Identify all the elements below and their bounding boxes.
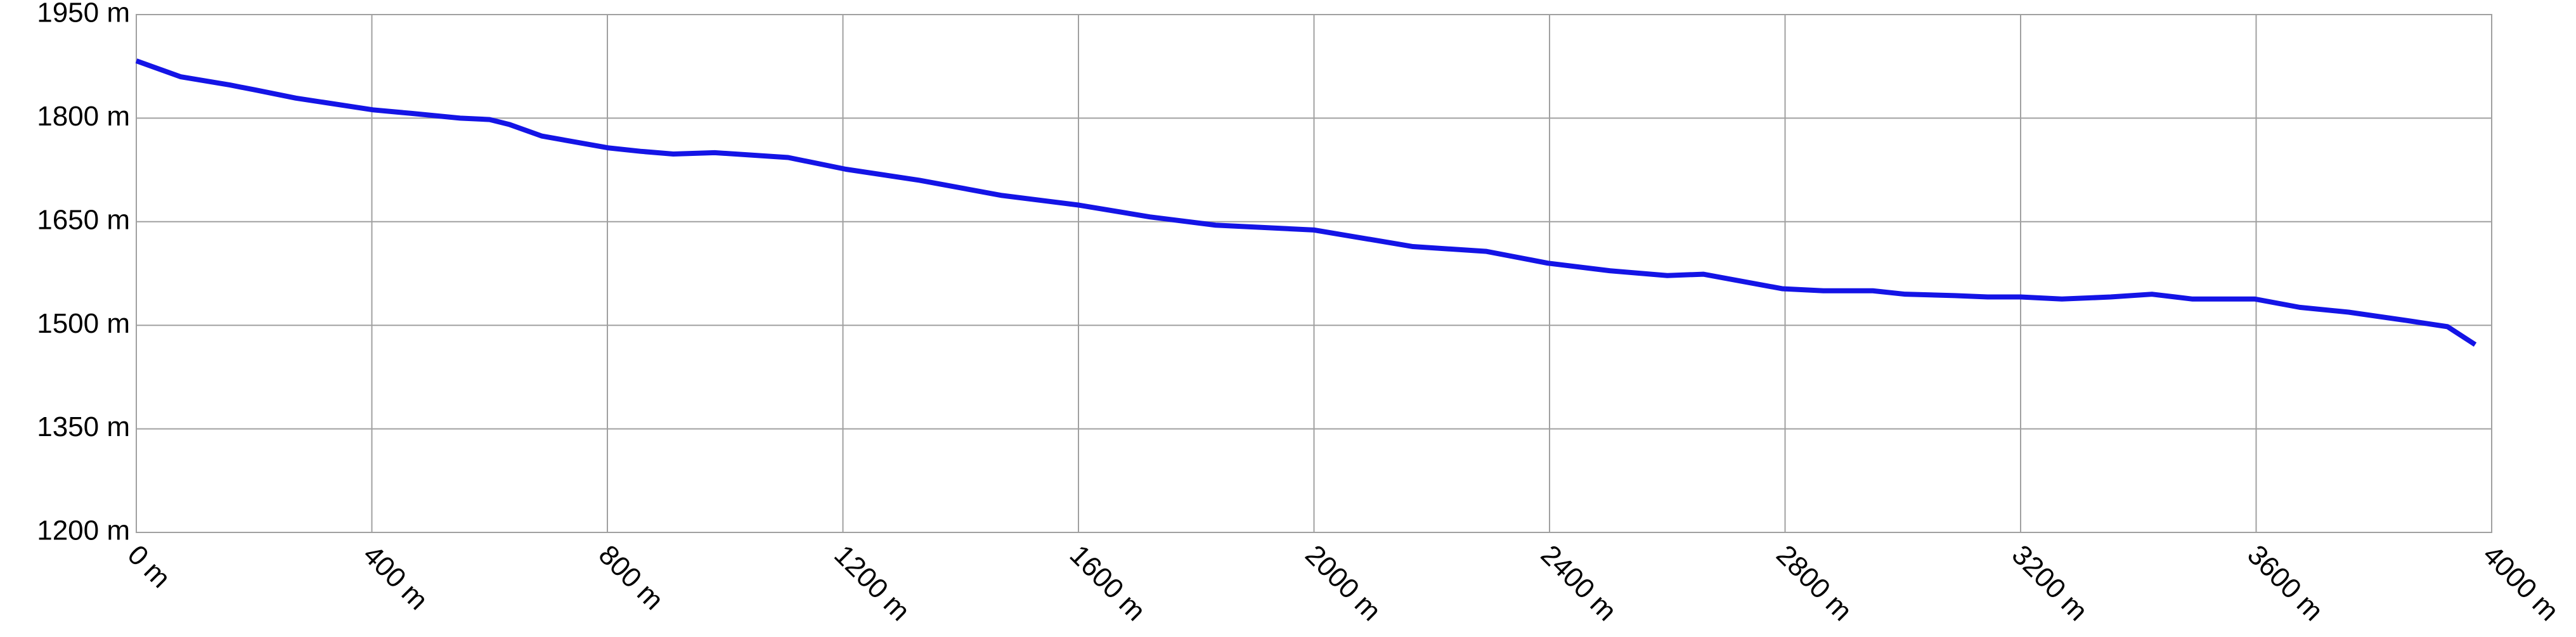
x-tick-label: 800 m — [593, 539, 670, 616]
x-tick-label: 0 m — [122, 539, 177, 595]
y-tick-label: 1350 m — [37, 411, 130, 442]
x-tick-label: 4000 m — [2477, 539, 2565, 627]
x-tick-label: 2000 m — [1299, 539, 1387, 627]
x-tick-label: 3200 m — [2006, 539, 2094, 627]
y-tick-label: 1650 m — [37, 204, 130, 235]
plot-frame — [136, 14, 2492, 533]
x-tick-label: 2800 m — [1770, 539, 1858, 627]
y-tick-label: 1950 m — [37, 0, 130, 29]
x-tick-label: 1200 m — [828, 539, 916, 627]
x-tick-label: 3600 m — [2241, 539, 2329, 627]
y-tick-label: 1500 m — [37, 308, 130, 339]
x-tick-label: 1600 m — [1064, 539, 1151, 627]
y-tick-label: 1800 m — [37, 101, 130, 132]
elevation-line — [135, 58, 2477, 347]
x-tick-label: 2400 m — [1535, 539, 1622, 627]
y-tick-label: 1200 m — [37, 515, 130, 546]
x-tick-label: 400 m — [357, 539, 434, 616]
